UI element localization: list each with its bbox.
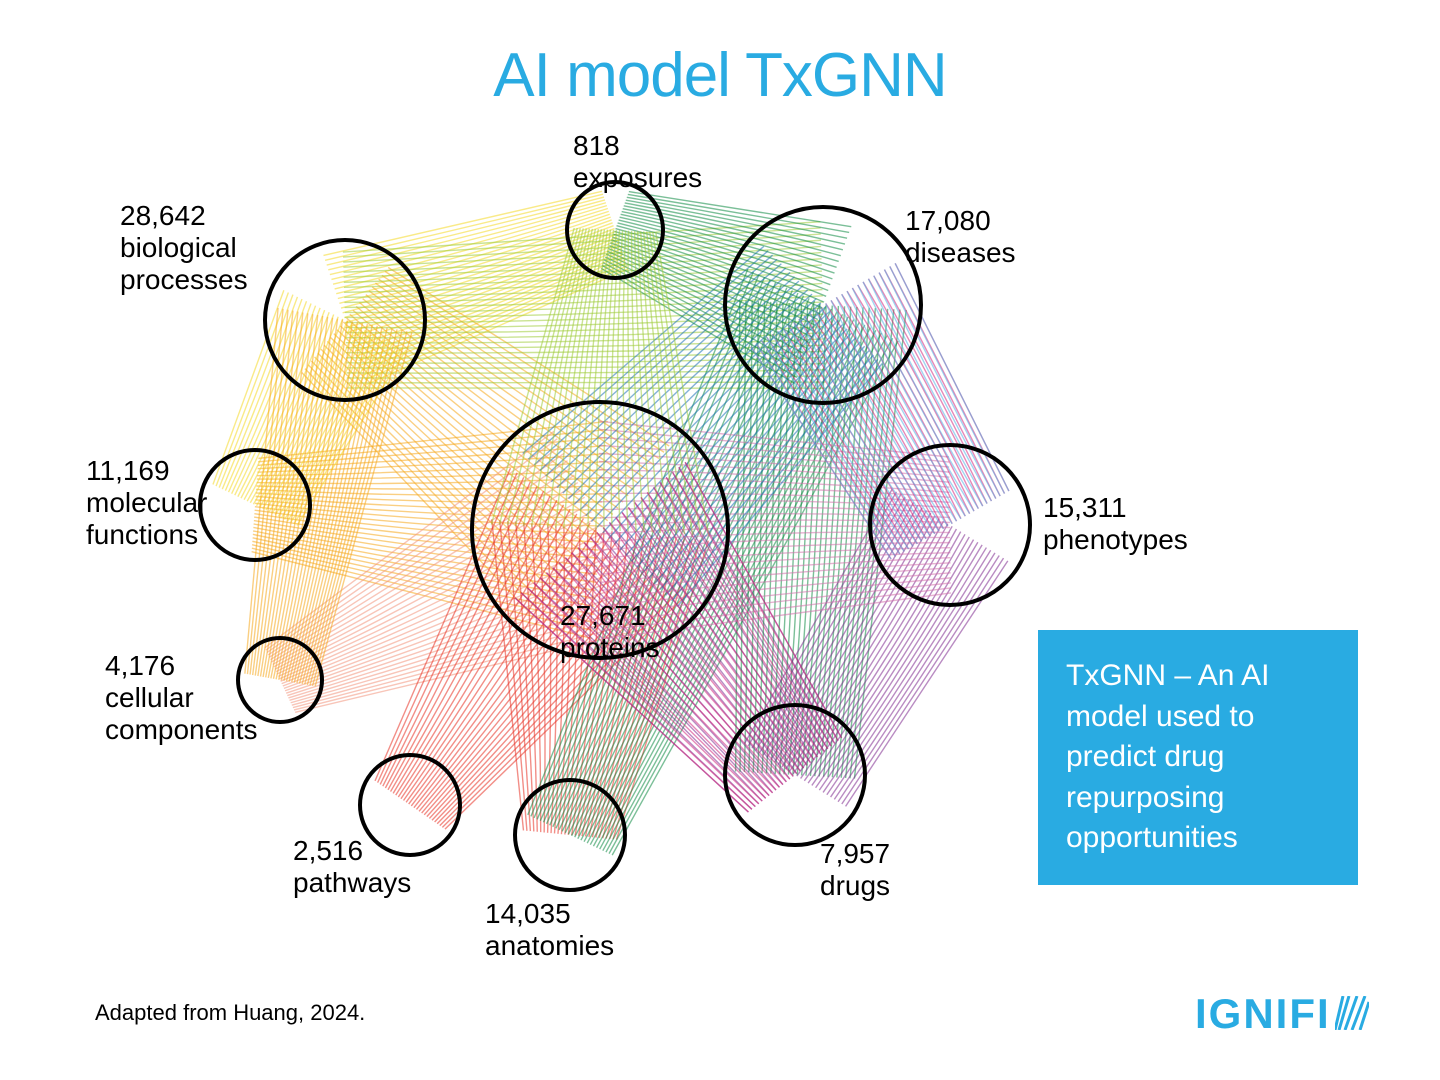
label-count: 11,169 xyxy=(86,455,207,487)
label-bioproc: 28,642biologicalprocesses xyxy=(120,200,248,297)
citation: Adapted from Huang, 2024. xyxy=(95,1000,365,1026)
label-count: 17,080 xyxy=(905,205,1016,237)
label-name: exposures xyxy=(573,162,702,194)
node-diseases xyxy=(725,207,921,403)
label-phenotypes: 15,311phenotypes xyxy=(1043,492,1188,556)
label-count: 7,957 xyxy=(820,838,890,870)
label-count: 27,671 xyxy=(560,600,660,632)
label-count: 4,176 xyxy=(105,650,258,682)
label-name: cellular xyxy=(105,682,258,714)
label-count: 14,035 xyxy=(485,898,614,930)
node-exposures xyxy=(567,182,663,278)
label-cellcomp: 4,176cellularcomponents xyxy=(105,650,258,747)
label-count: 15,311 xyxy=(1043,492,1188,524)
label-pathways: 2,516pathways xyxy=(293,835,411,899)
label-name: biological xyxy=(120,232,248,264)
brand-logo: IGNIFI xyxy=(1195,990,1369,1038)
logo-mark-icon xyxy=(1335,992,1369,1040)
label-anatomies: 14,035anatomies xyxy=(485,898,614,962)
label-name: processes xyxy=(120,264,248,296)
label-name: proteins xyxy=(560,632,660,664)
label-name: anatomies xyxy=(485,930,614,962)
label-name: functions xyxy=(86,519,207,551)
label-name: molecular xyxy=(86,487,207,519)
label-molfunc: 11,169molecularfunctions xyxy=(86,455,207,552)
label-proteins: 27,671proteins xyxy=(560,600,660,664)
label-count: 818 xyxy=(573,130,702,162)
label-name: diseases xyxy=(905,237,1016,269)
node-molfunc xyxy=(200,450,310,560)
label-name: phenotypes xyxy=(1043,524,1188,556)
node-bioproc xyxy=(265,240,425,400)
label-diseases: 17,080diseases xyxy=(905,205,1016,269)
label-count: 28,642 xyxy=(120,200,248,232)
label-name: drugs xyxy=(820,870,890,902)
info-box: TxGNN – An AI model used to predict drug… xyxy=(1038,630,1358,885)
label-count: 2,516 xyxy=(293,835,411,867)
label-drugs: 7,957drugs xyxy=(820,838,890,902)
label-exposures: 818exposures xyxy=(573,130,702,194)
label-name: pathways xyxy=(293,867,411,899)
node-phenotypes xyxy=(870,445,1030,605)
node-anatomies xyxy=(515,780,625,890)
logo-text: IGNIFI xyxy=(1195,990,1331,1038)
label-name: components xyxy=(105,714,258,746)
node-drugs xyxy=(725,705,865,845)
network-svg xyxy=(0,0,1440,1080)
